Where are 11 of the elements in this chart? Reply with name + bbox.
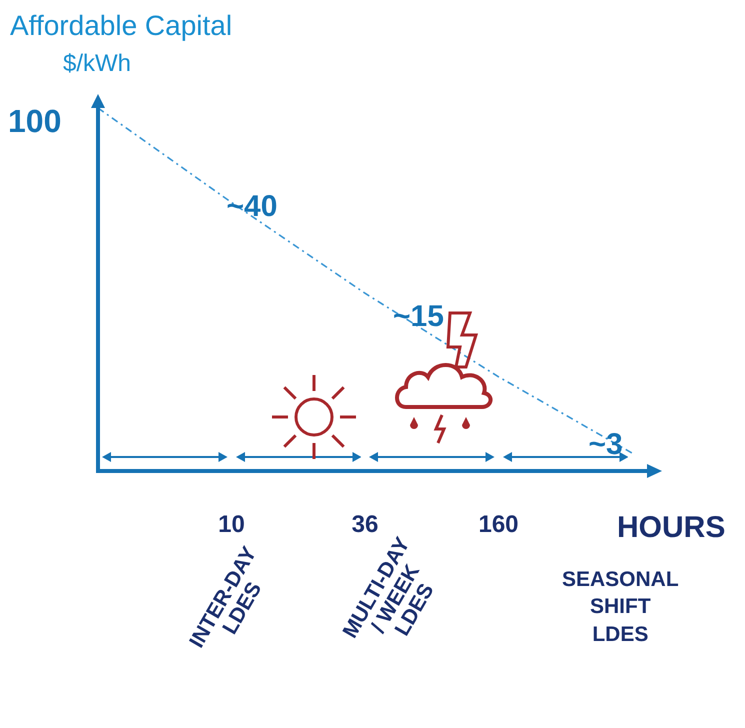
x-tick-label: 10 [218, 511, 245, 538]
annotation: ~40 [226, 190, 278, 224]
chart-title: Affordable Capital [10, 10, 232, 42]
x-tick-label: 36 [352, 511, 378, 538]
annotation: ~3 [588, 428, 623, 462]
annotation: ~15 [393, 300, 444, 334]
x-axis-title: HOURS [617, 511, 726, 546]
text: 100 [8, 103, 62, 140]
x-tick-label: 160 [478, 511, 519, 538]
y-axis-title: $/kWh [63, 50, 132, 78]
text: SEASONAL SHIFT LDES [562, 567, 679, 648]
